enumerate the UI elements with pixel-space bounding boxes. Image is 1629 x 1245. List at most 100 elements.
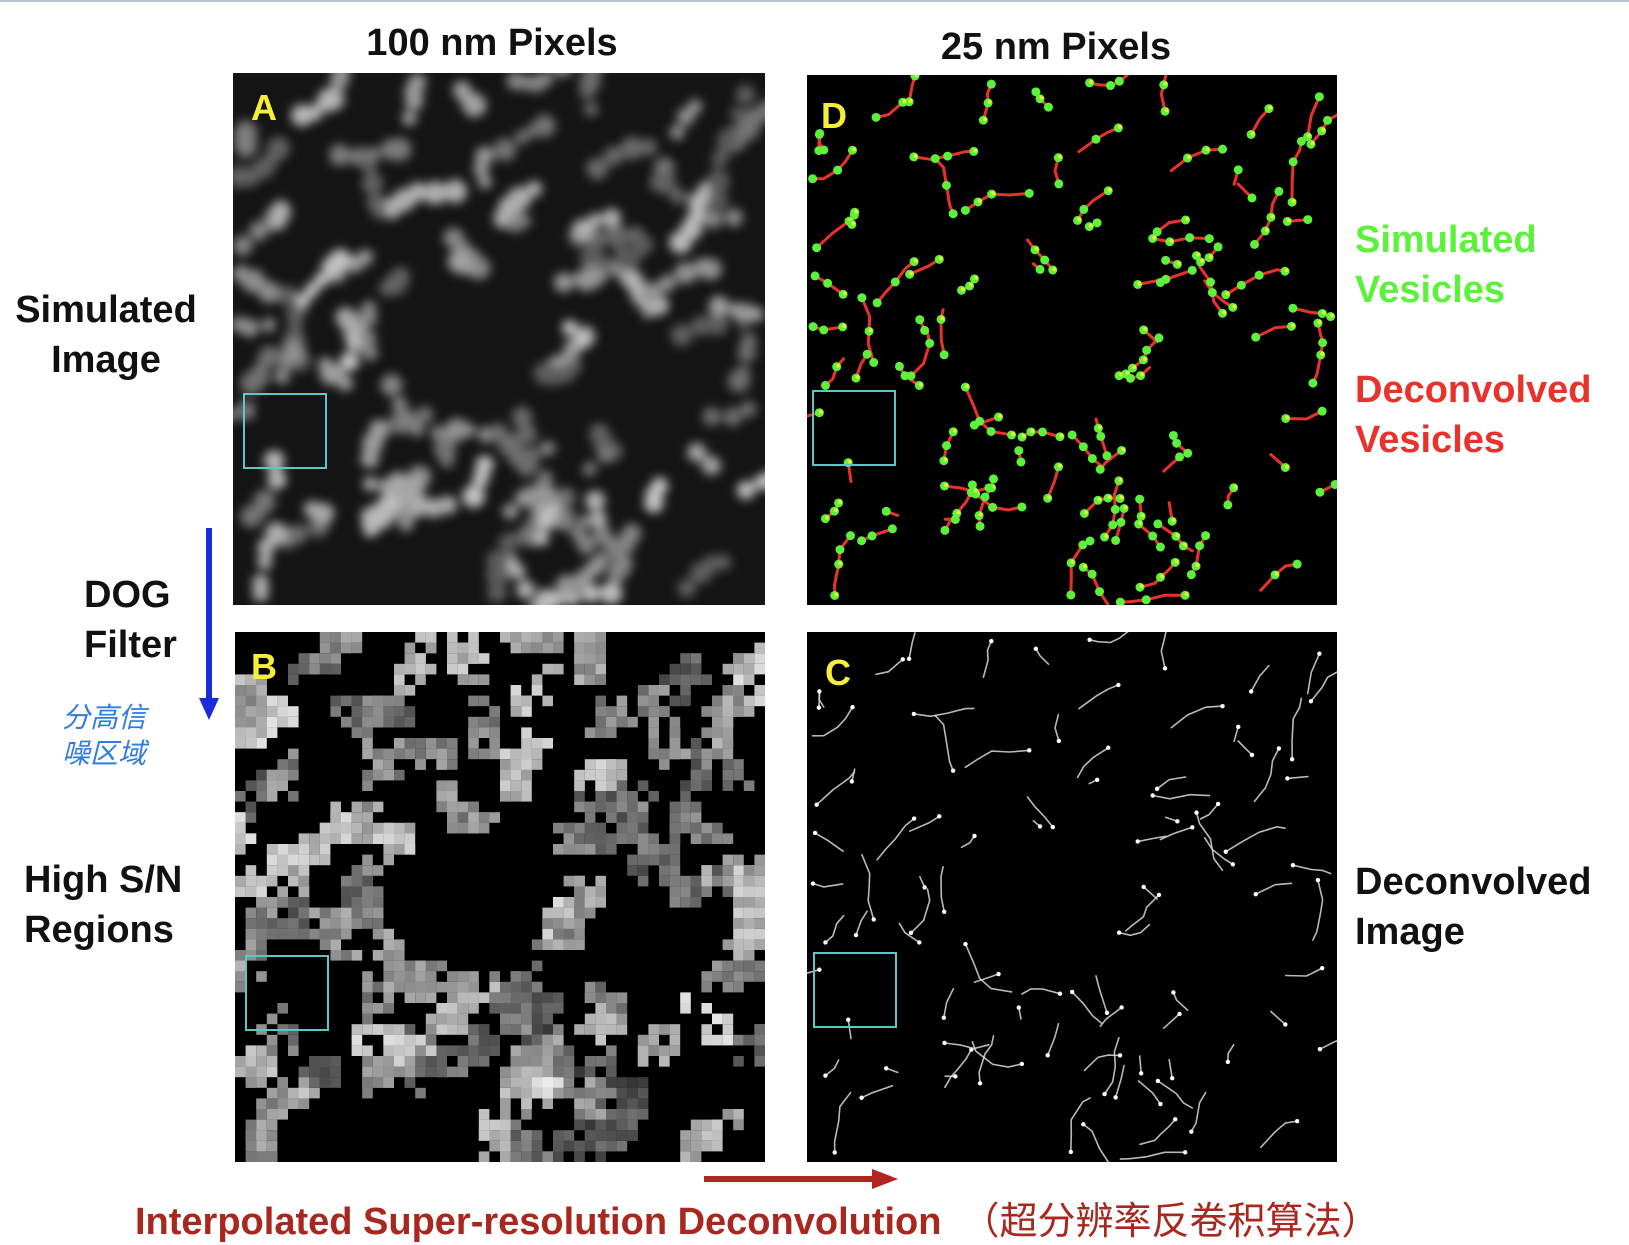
pixel-block [638,1098,649,1109]
pixel-block [670,717,681,728]
pixel-block [648,855,659,866]
simulated-vesicle [1154,333,1163,342]
pixel-block [394,770,405,781]
overlap-dot [1030,429,1034,433]
overlap-dot [1118,478,1122,482]
bright-spot [1285,776,1289,780]
pixel-block [723,759,734,770]
pixel-block [288,770,299,781]
pixel-block [691,759,702,770]
pixel-block [564,1045,575,1056]
blob [361,507,382,528]
pixel-block [373,1067,384,1078]
pixel-block [691,664,702,675]
pixel-block [277,770,288,781]
pixel-block [617,791,628,802]
pixel-block [436,791,447,802]
pixel-block [235,886,246,897]
pixel-block [277,918,288,929]
pixel-block [362,780,373,791]
pixel-block [489,1003,500,1014]
row-label-deconvolved-image: Deconvolved Image [1355,857,1592,957]
simulated-vesicle [1102,451,1111,460]
pixel-block [288,844,299,855]
blob [322,257,341,276]
pixel-block [362,897,373,908]
pixel-block [256,1141,267,1152]
bright-spot [884,1066,888,1070]
pixel-block [733,929,744,940]
pixel-block [617,1109,628,1120]
pixel-block [627,1098,638,1109]
pixel-block [701,1035,712,1046]
pixel-block [648,738,659,749]
pixel-block [341,833,352,844]
pixel-block [691,1141,702,1152]
pixel-block [574,876,585,887]
pixel-block [320,939,331,950]
pixel-block [542,992,553,1003]
simulated-vesicle [1088,454,1097,463]
pixel-block [606,1130,617,1141]
pixel-block [564,1067,575,1078]
pixel-block [500,791,511,802]
pixel-block [521,982,532,993]
simulated-vesicle [1092,135,1101,144]
pixel-block [648,717,659,728]
pixel-block [532,1088,543,1099]
simulated-vesicle [942,441,951,450]
pixel-block [299,1067,310,1078]
pixel-block [511,1003,522,1014]
bright-spot [996,972,1000,976]
pixel-block [627,823,638,834]
pixel-block [585,844,596,855]
pixel-block [479,696,490,707]
pixel-block [383,1067,394,1078]
pixel-block [754,643,765,654]
blob [243,141,257,155]
pixel-block [458,643,469,654]
overlap-dot [1083,564,1087,568]
pixel-block [479,1151,490,1162]
pixel-block [394,1056,405,1067]
pixel-block [691,674,702,685]
pixel-block [373,908,384,919]
pixel-block [585,1077,596,1088]
pixel-block [723,685,734,696]
pixel-block [670,1024,681,1035]
pixel-block [320,833,331,844]
pixel-block [744,1035,755,1046]
overlap-dot [1163,82,1167,86]
simulated-vesicle [1148,532,1157,541]
blob [717,129,737,149]
pixel-block [320,664,331,675]
pixel-block [479,674,490,685]
bright-spot [1136,839,1140,843]
blob [600,582,622,604]
pixel-block [595,1130,606,1141]
pixel-block [659,674,670,685]
bright-spot [937,814,941,818]
overlap-dot [1140,373,1144,377]
pixel-block [574,1088,585,1099]
pixel-block [362,802,373,813]
pixel-block [246,1130,257,1141]
pixel-block [606,992,617,1003]
pixel-block [383,1035,394,1046]
overlap-dot [1160,574,1164,578]
pixel-block [330,908,341,919]
simulated-vesicle [808,174,817,183]
pixel-block [373,865,384,876]
row-label-line: Image [1355,907,1592,957]
pixel-block [267,865,278,876]
pixel-block [595,1151,606,1162]
row-label-line: Deconvolved [1355,857,1592,907]
simulated-vesicle [1175,452,1184,461]
pixel-block [595,1014,606,1025]
pixel-block [405,717,416,728]
pixel-block [415,1067,426,1078]
pixel-block [235,823,246,834]
pixel-block [267,1151,278,1162]
pixel-block [701,1003,712,1014]
simulated-vesicle [943,152,952,161]
